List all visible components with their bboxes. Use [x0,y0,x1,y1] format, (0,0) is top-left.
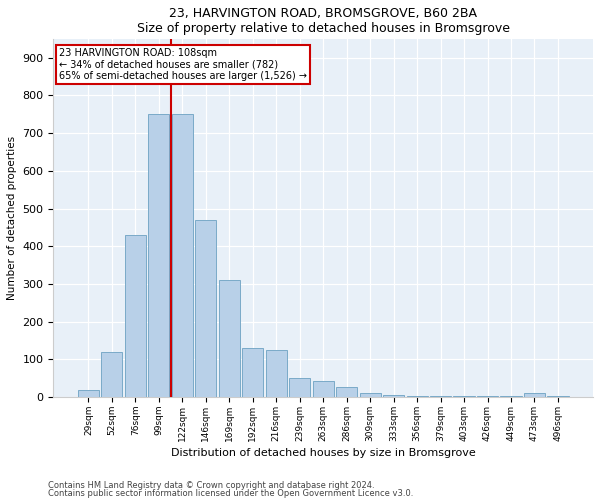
Bar [477,396,498,397]
Title: 23, HARVINGTON ROAD, BROMSGROVE, B60 2BA
Size of property relative to detached h: 23, HARVINGTON ROAD, BROMSGROVE, B60 2BA… [137,7,510,35]
Bar [500,396,521,397]
Bar [524,394,545,397]
Bar [407,396,428,397]
Bar [242,348,263,397]
Bar [148,114,169,397]
Bar [430,396,451,397]
Text: Contains public sector information licensed under the Open Government Licence v3: Contains public sector information licen… [48,489,413,498]
Bar [383,395,404,397]
Bar [101,352,122,397]
Y-axis label: Number of detached properties: Number of detached properties [7,136,17,300]
Bar [313,382,334,397]
Bar [336,386,357,397]
Bar [219,280,240,397]
Text: Contains HM Land Registry data © Crown copyright and database right 2024.: Contains HM Land Registry data © Crown c… [48,480,374,490]
Bar [172,114,193,397]
Bar [454,396,475,397]
Bar [125,235,146,397]
Bar [547,396,569,397]
Bar [289,378,310,397]
Bar [78,390,99,397]
Text: 23 HARVINGTON ROAD: 108sqm
← 34% of detached houses are smaller (782)
65% of sem: 23 HARVINGTON ROAD: 108sqm ← 34% of deta… [59,48,307,81]
Bar [195,220,217,397]
Bar [266,350,287,397]
X-axis label: Distribution of detached houses by size in Bromsgrove: Distribution of detached houses by size … [171,448,476,458]
Bar [359,394,381,397]
